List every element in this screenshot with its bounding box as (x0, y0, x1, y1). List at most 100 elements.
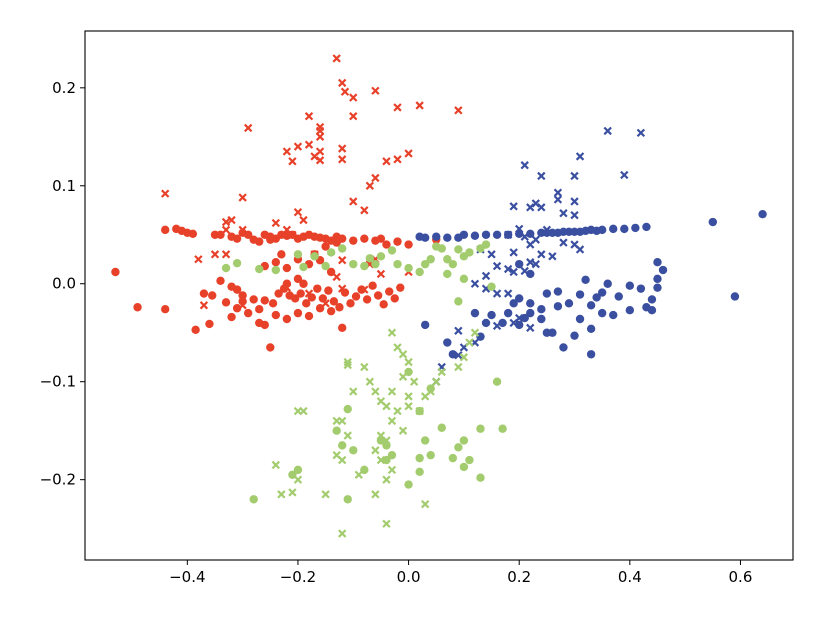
data-point (730, 292, 740, 301)
data-point (642, 222, 651, 232)
data-point (221, 225, 231, 235)
data-point (243, 308, 253, 318)
data-point (232, 304, 242, 313)
data-point (492, 377, 502, 386)
data-point (448, 259, 458, 269)
data-point (194, 255, 203, 264)
data-point (371, 387, 380, 396)
data-point (625, 281, 635, 290)
data-point (609, 224, 618, 234)
data-point (398, 372, 408, 381)
data-point (326, 248, 336, 257)
data-point (443, 269, 452, 279)
x-tick-label: 0.2 (507, 568, 531, 586)
data-point (531, 199, 540, 208)
data-point (382, 402, 391, 411)
data-point (432, 232, 441, 241)
data-point (376, 252, 386, 261)
data-point (376, 269, 386, 279)
data-point (288, 157, 297, 166)
data-point (492, 321, 502, 331)
data-point (404, 357, 413, 367)
data-point (432, 377, 441, 386)
data-point (376, 455, 386, 465)
data-point (296, 289, 305, 298)
data-point (459, 353, 469, 362)
data-point (349, 446, 358, 455)
data-point (376, 234, 386, 243)
data-point (653, 257, 662, 267)
data-point (390, 294, 399, 303)
data-point (277, 490, 286, 499)
data-point (448, 453, 458, 463)
data-point (349, 387, 358, 396)
data-point (288, 488, 297, 497)
data-point (343, 431, 352, 440)
data-point (387, 416, 397, 426)
data-point (360, 206, 369, 215)
data-point (404, 263, 413, 273)
data-point (293, 208, 303, 217)
data-point (293, 308, 303, 318)
data-point (343, 357, 352, 367)
data-point (304, 112, 314, 121)
data-point (454, 326, 463, 335)
data-point (393, 237, 402, 246)
data-point (332, 272, 341, 282)
data-point (338, 155, 347, 164)
data-point (597, 308, 607, 318)
data-point (603, 126, 612, 136)
x-tick-label: 0.4 (618, 568, 642, 586)
data-point (293, 465, 303, 475)
data-point (481, 318, 491, 328)
data-points (111, 54, 767, 538)
data-point (310, 252, 319, 261)
data-point (459, 230, 469, 239)
data-point (221, 298, 231, 307)
data-point (603, 279, 612, 288)
data-point (398, 426, 408, 435)
data-point (526, 258, 535, 267)
data-point (360, 362, 369, 372)
data-point (570, 197, 579, 206)
data-point (537, 305, 546, 314)
data-point (470, 328, 480, 337)
data-point (409, 377, 419, 386)
data-point (498, 424, 507, 433)
data-point (537, 250, 546, 259)
data-point (335, 303, 344, 312)
data-point (382, 240, 391, 249)
data-point (459, 436, 469, 445)
data-point (459, 462, 469, 472)
data-point (243, 123, 253, 133)
data-point (487, 282, 496, 291)
data-point (581, 275, 590, 285)
data-point (415, 101, 424, 110)
data-point (282, 283, 292, 292)
data-point (268, 299, 278, 308)
data-point (537, 314, 546, 324)
data-point (371, 446, 380, 455)
data-point (620, 224, 629, 234)
data-point (318, 294, 328, 303)
data-point (282, 314, 292, 324)
data-point (338, 256, 347, 265)
data-point (199, 289, 209, 298)
data-point (420, 320, 430, 330)
data-point (365, 377, 375, 386)
data-point (326, 306, 336, 316)
data-point (221, 263, 231, 273)
data-point (338, 284, 347, 293)
data-point (647, 295, 657, 304)
data-point (349, 112, 358, 121)
data-point (271, 265, 281, 275)
data-point (343, 360, 352, 370)
data-point (487, 250, 496, 259)
data-point (304, 311, 314, 321)
data-point (542, 289, 552, 298)
data-point (393, 259, 402, 269)
data-point (365, 254, 375, 263)
data-point (227, 215, 236, 225)
